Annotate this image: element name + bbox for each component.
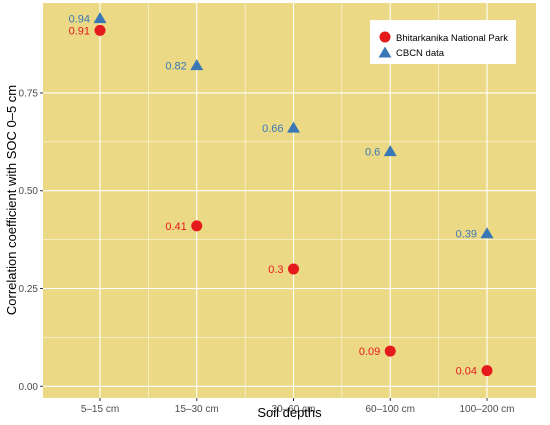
plot-panel (43, 3, 536, 398)
data-marks: 0.91 0.41 0.3 0.09 0.04 0.94 0.82 0.66 0.6 0.39 (69, 12, 494, 378)
legend-label-bhitarkanika: Bhitarkanika National Park (396, 33, 508, 44)
data-label-cbcn: 0.94 (69, 14, 90, 26)
data-label-cbcn: 0.6 (365, 147, 380, 159)
x-tick-label: 60–100 cm (366, 404, 415, 415)
data-label-cbcn: 0.66 (262, 123, 283, 135)
legend-box (370, 20, 516, 64)
legend: Bhitarkanika National Park CBCN data (370, 20, 516, 64)
data-label-bhitarkanika: 0.09 (359, 346, 380, 358)
point-bhitarkanika (481, 365, 493, 377)
data-label-cbcn: 0.39 (456, 229, 477, 241)
grid-minor (43, 3, 536, 398)
point-bhitarkanika (94, 24, 106, 36)
y-tick-label: 0.00 (19, 382, 39, 393)
point-cbcn (287, 121, 300, 133)
legend-key-cbcn-icon (378, 46, 392, 58)
data-label-bhitarkanika: 0.04 (456, 366, 477, 378)
point-bhitarkanika (288, 263, 299, 275)
data-label-bhitarkanika: 0.41 (165, 221, 186, 233)
legend-label-cbcn: CBCN data (396, 48, 445, 59)
y-tick-label: 0.25 (19, 284, 39, 295)
data-label-cbcn: 0.82 (165, 61, 186, 73)
x-tick-label: 100–200 cm (459, 404, 514, 415)
x-axis-title: Soil depths (257, 405, 322, 420)
y-axis: 0.00 0.25 0.50 0.75 (19, 88, 43, 393)
y-tick-label: 0.75 (19, 88, 39, 99)
point-bhitarkanika (191, 220, 203, 232)
x-tick-label: 5–15 cm (81, 404, 119, 415)
x-tick-label: 15–30 cm (175, 404, 219, 415)
legend-key-bhitarkanika-icon (379, 31, 391, 43)
x-axis: 5–15 cm 15–30 cm 30–60 cm 60–100 cm 100–200 … (81, 398, 515, 415)
point-bhitarkanika (384, 345, 396, 357)
y-tick-label: 0.50 (19, 186, 39, 197)
grid-major (43, 3, 536, 398)
point-cbcn (480, 227, 494, 239)
point-cbcn (190, 59, 204, 71)
point-cbcn (383, 145, 397, 157)
data-label-bhitarkanika: 0.91 (69, 25, 90, 37)
y-axis-title: Correlation coefficient with SOC 0–5 cm (4, 85, 19, 315)
point-cbcn (93, 12, 107, 24)
data-label-bhitarkanika: 0.3 (268, 264, 283, 276)
x-tick-label: 30–60 cm (272, 404, 316, 415)
